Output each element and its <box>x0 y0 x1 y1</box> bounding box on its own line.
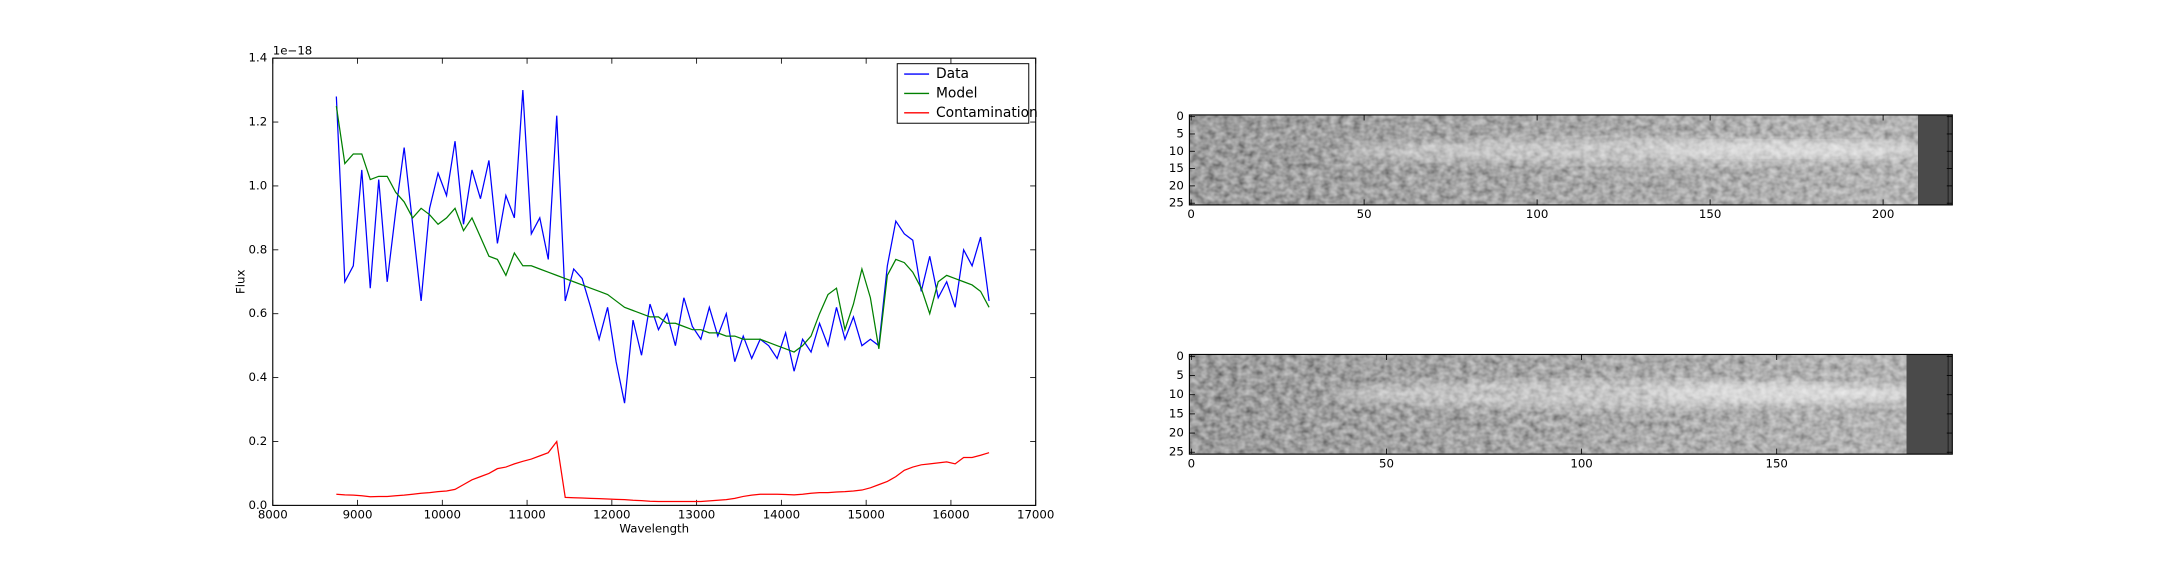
legend-label: Contamination <box>936 105 1038 121</box>
x-tick-label: 0 <box>1187 207 1194 221</box>
y-tick-label: 0 <box>1176 349 1183 363</box>
y-tick-label: 0.8 <box>249 242 268 256</box>
x-tick-label: 17000 <box>1017 508 1054 522</box>
axes-frame <box>1188 353 1953 455</box>
x-tick-label: 8000 <box>258 508 288 522</box>
x-tick-label: 50 <box>1379 456 1394 470</box>
x-tick-label: 9000 <box>343 508 373 522</box>
x-tick-label: 16000 <box>932 508 969 522</box>
y-tick-label: 15 <box>1169 406 1184 420</box>
y-tick-label: 20 <box>1169 178 1184 192</box>
offset-label: 1e−18 <box>273 44 313 58</box>
spectrum-image <box>1189 114 1918 205</box>
y-tick-label: 0.4 <box>249 370 268 384</box>
spectrum-image <box>1189 354 1907 455</box>
y-tick-label: 1.0 <box>249 178 268 192</box>
axes-frame <box>1188 114 1953 206</box>
x-tick-label: 150 <box>1699 207 1721 221</box>
y-tick-label: 0 <box>1176 109 1183 123</box>
series-line <box>335 105 990 353</box>
series-line <box>336 439 990 503</box>
y-tick-label: 10 <box>1169 144 1184 158</box>
y-tick-label: 0.6 <box>249 306 268 320</box>
x-tick-label: 13000 <box>678 508 715 522</box>
legend-label: Model <box>936 85 978 101</box>
y-tick-label: 25 <box>1169 196 1184 210</box>
y-tick-label: 10 <box>1169 387 1184 401</box>
x-axis-label: Wavelength <box>619 521 689 535</box>
y-tick-label: 0.2 <box>249 434 268 448</box>
y-tick-label: 1.4 <box>249 51 268 65</box>
image-streak <box>1648 383 1907 402</box>
x-tick-label: 0 <box>1188 456 1195 470</box>
x-tick-label: 12000 <box>593 508 630 522</box>
plot-area <box>272 58 1036 506</box>
x-tick-label: 10000 <box>424 508 461 522</box>
x-tick-label: 15000 <box>847 508 884 522</box>
x-tick-label: 100 <box>1570 456 1592 470</box>
y-tick-label: 1.2 <box>249 115 268 129</box>
y-axis-label: Flux <box>233 270 247 294</box>
y-tick-label: 0.0 <box>249 498 268 512</box>
y-tick-label: 5 <box>1176 126 1183 140</box>
legend-label: Data <box>936 66 969 82</box>
y-tick-label: 25 <box>1169 445 1184 459</box>
axes-frame <box>272 57 1037 506</box>
x-tick-label: 14000 <box>763 508 800 522</box>
image-streak <box>1655 141 1918 158</box>
x-tick-label: 100 <box>1526 207 1548 221</box>
x-tick-label: 11000 <box>508 508 545 522</box>
x-tick-label: 50 <box>1357 207 1372 221</box>
y-tick-label: 5 <box>1176 368 1183 382</box>
y-tick-label: 15 <box>1169 161 1184 175</box>
x-tick-label: 200 <box>1872 207 1894 221</box>
y-tick-label: 20 <box>1169 426 1184 440</box>
x-tick-label: 150 <box>1765 456 1787 470</box>
